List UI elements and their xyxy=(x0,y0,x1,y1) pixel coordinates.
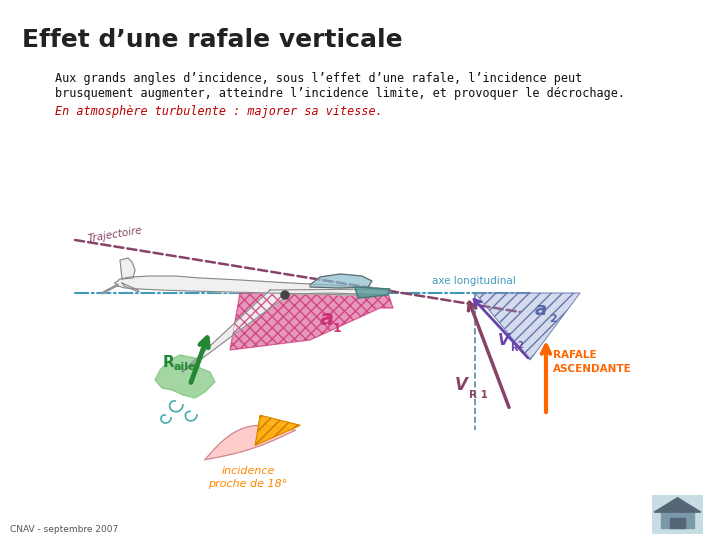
Text: R: R xyxy=(163,355,175,370)
Text: aile: aile xyxy=(173,362,196,372)
Text: Effet d’une rafale verticale: Effet d’une rafale verticale xyxy=(22,28,402,52)
Text: axe longitudinal: axe longitudinal xyxy=(432,276,516,286)
Text: En atmosphère turbulente : majorer sa vitesse.: En atmosphère turbulente : majorer sa vi… xyxy=(55,105,383,118)
Polygon shape xyxy=(355,287,390,298)
Text: Trajectoire: Trajectoire xyxy=(87,225,143,244)
Text: RAFALE
ASCENDANTE: RAFALE ASCENDANTE xyxy=(553,350,631,374)
Text: CNAV - septembre 2007: CNAV - septembre 2007 xyxy=(10,525,118,534)
Polygon shape xyxy=(115,276,390,295)
Polygon shape xyxy=(230,293,393,350)
Polygon shape xyxy=(310,274,372,288)
Bar xyxy=(661,512,694,528)
Text: incidence
proche de 18°: incidence proche de 18° xyxy=(208,466,288,489)
Polygon shape xyxy=(155,355,215,398)
Polygon shape xyxy=(120,258,135,279)
Text: a: a xyxy=(320,309,334,329)
Text: R: R xyxy=(510,343,518,353)
Text: 2: 2 xyxy=(517,341,523,350)
Circle shape xyxy=(281,291,289,299)
Text: brusquement augmenter, atteindre l’incidence limite, et provoquer le décrochage.: brusquement augmenter, atteindre l’incid… xyxy=(55,87,625,100)
Polygon shape xyxy=(102,284,118,294)
Polygon shape xyxy=(475,293,580,360)
Text: a: a xyxy=(535,301,547,319)
Bar xyxy=(670,518,685,528)
Polygon shape xyxy=(255,415,300,445)
Polygon shape xyxy=(654,498,701,512)
Text: V: V xyxy=(455,376,468,394)
Text: 1: 1 xyxy=(333,322,342,335)
Polygon shape xyxy=(122,283,139,292)
Text: R 1: R 1 xyxy=(469,390,488,400)
Polygon shape xyxy=(182,289,388,372)
Polygon shape xyxy=(204,426,295,460)
Text: 2: 2 xyxy=(549,314,557,324)
Text: V: V xyxy=(498,333,510,348)
Text: Aux grands angles d’incidence, sous l’effet d’une rafale, l’incidence peut: Aux grands angles d’incidence, sous l’ef… xyxy=(55,72,582,85)
